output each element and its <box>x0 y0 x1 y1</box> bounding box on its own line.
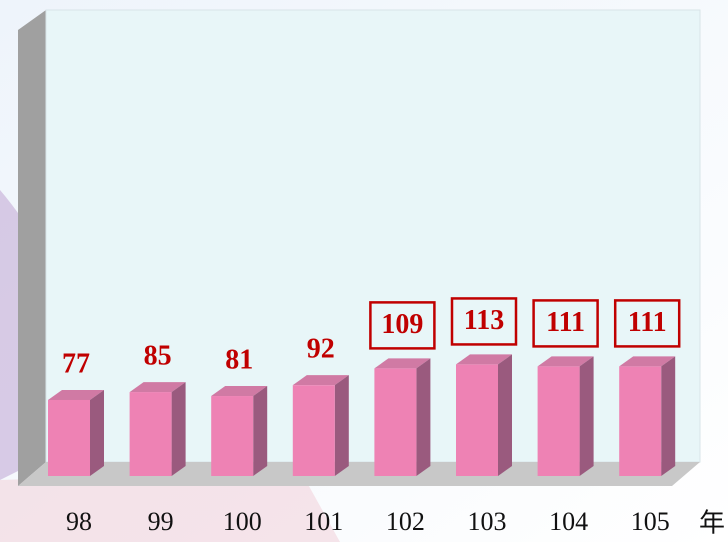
value-label: 109 <box>381 309 423 340</box>
x-tick-label: 100 <box>223 507 262 536</box>
value-label: 81 <box>225 344 253 375</box>
bar-top <box>619 356 676 367</box>
bar-side <box>334 375 349 476</box>
x-tick-label: 102 <box>386 507 425 536</box>
bar <box>48 399 90 476</box>
value-label: 113 <box>464 305 504 336</box>
bar <box>292 385 335 476</box>
value-label: 92 <box>307 334 335 365</box>
x-tick-label: 105 <box>631 507 670 536</box>
bar <box>129 392 172 476</box>
bar <box>456 364 498 476</box>
bar <box>537 366 580 476</box>
bar-side <box>253 386 268 476</box>
bar <box>374 368 417 476</box>
bar-side <box>171 382 186 476</box>
bar-side <box>498 354 512 476</box>
x-tick-label: 103 <box>468 507 507 536</box>
x-tick-label: 98 <box>66 507 92 536</box>
bar-top <box>456 354 512 365</box>
value-label: 111 <box>628 307 667 338</box>
bar <box>211 396 254 476</box>
value-label: 111 <box>546 307 585 338</box>
label-box <box>613 299 681 348</box>
x-tick-label: 104 <box>549 507 588 536</box>
bar-top <box>537 356 594 367</box>
x-tick-label: 99 <box>148 507 174 536</box>
value-label: 85 <box>144 341 172 372</box>
bar-top <box>211 386 268 397</box>
bar-top <box>129 382 186 393</box>
bar-top <box>48 389 104 400</box>
bar-side <box>90 389 104 476</box>
bar-side <box>661 356 676 476</box>
bar-side <box>579 356 594 476</box>
label-box <box>450 297 518 346</box>
x-axis-label: 年 <box>699 509 725 539</box>
value-label: 77 <box>62 348 90 379</box>
side-wall <box>18 10 46 486</box>
decor <box>0 470 340 542</box>
floor <box>18 462 700 486</box>
x-tick-label: 101 <box>304 507 343 536</box>
bar-side <box>416 358 431 476</box>
label-box <box>369 301 436 350</box>
bar-top <box>374 358 431 369</box>
bar <box>619 366 662 476</box>
bar-top <box>292 375 349 386</box>
label-box <box>532 299 599 348</box>
